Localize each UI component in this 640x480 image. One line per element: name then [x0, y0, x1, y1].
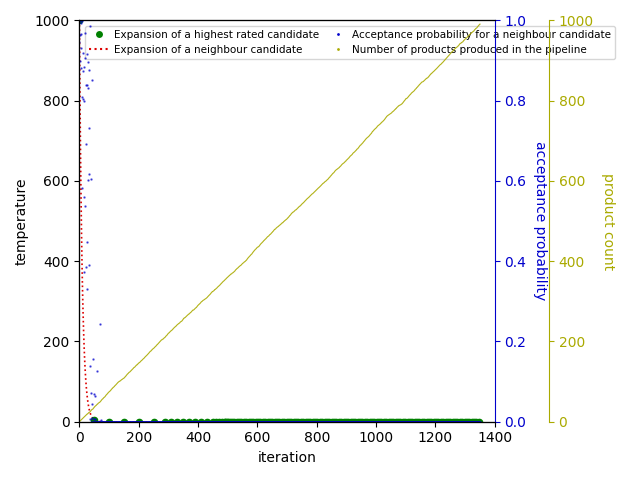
Legend: Expansion of a highest rated candidate, Expansion of a neighbour candidate, Acce: Expansion of a highest rated candidate, … — [84, 26, 616, 59]
Y-axis label: product count: product count — [600, 172, 614, 270]
Y-axis label: temperature: temperature — [15, 178, 29, 265]
X-axis label: iteration: iteration — [258, 451, 317, 465]
Y-axis label: acceptance probability: acceptance probability — [533, 142, 547, 301]
